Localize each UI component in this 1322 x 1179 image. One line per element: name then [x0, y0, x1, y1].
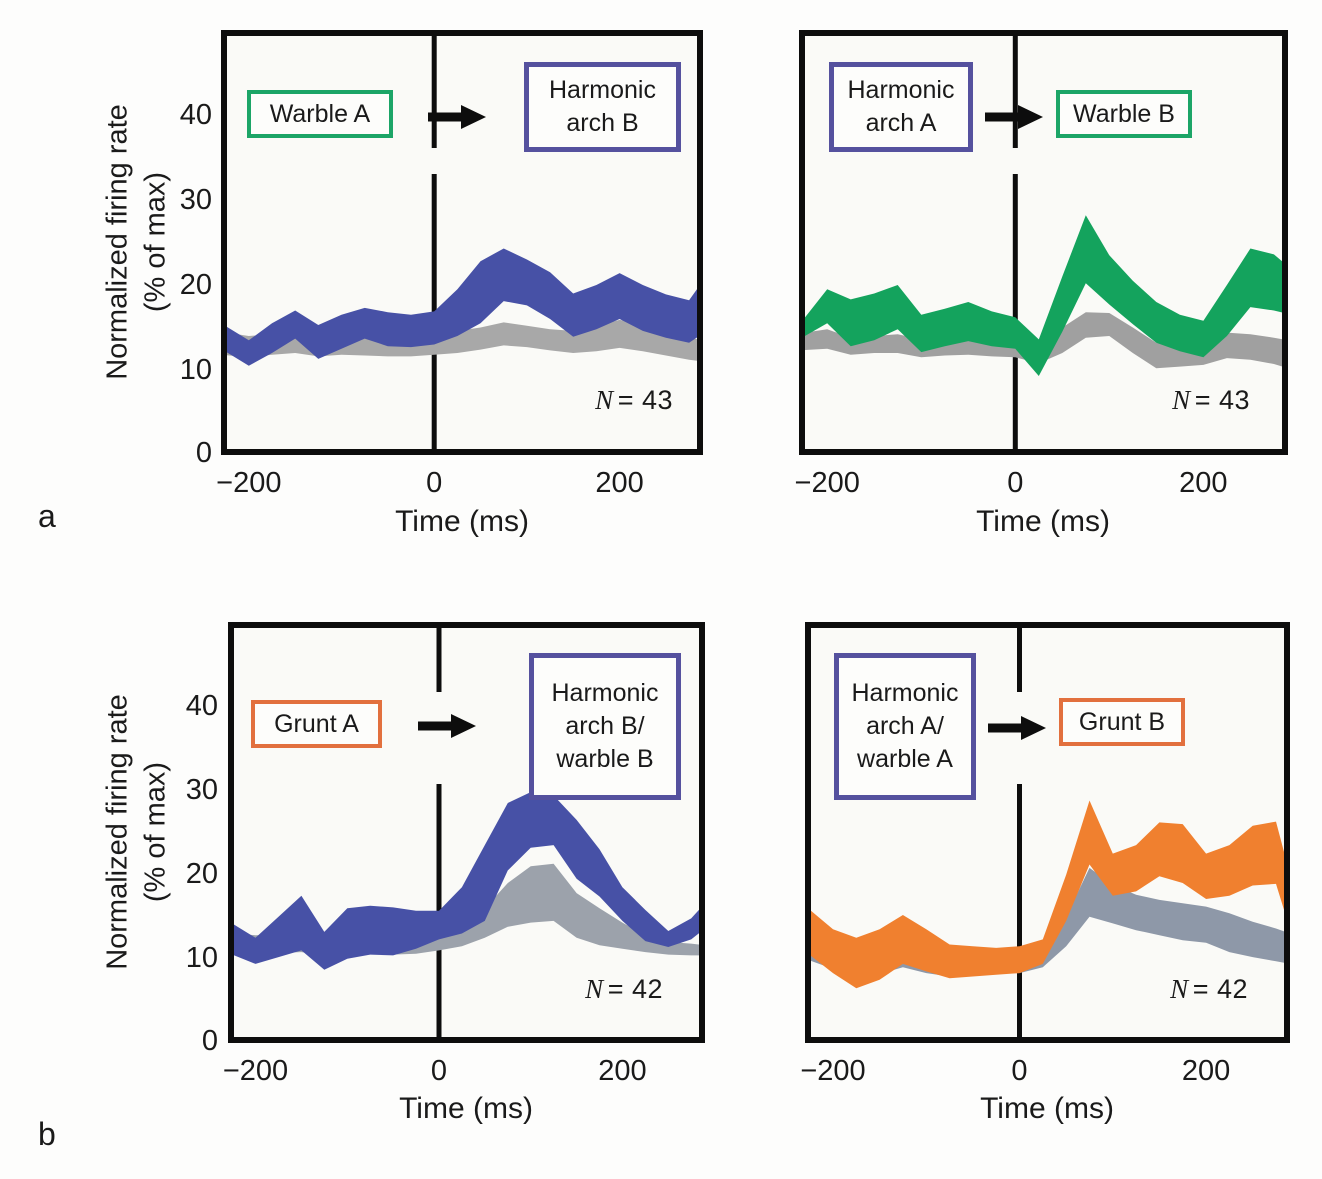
y-tick-0: 0	[195, 437, 212, 469]
box-label-line: Warble B	[1073, 99, 1175, 128]
n-value: = 43	[1194, 385, 1250, 415]
plot-frame	[805, 622, 1290, 1043]
y-axis-title-row-a: Normalized firing rate (% of max)	[99, 104, 174, 380]
plot-frame	[799, 30, 1288, 455]
cue-box-harmonic-arch-a-warble-a: Harmonic arch A/warble A	[834, 653, 976, 800]
x-tick-0: 0	[426, 467, 443, 499]
chart-b-right	[805, 622, 1290, 1043]
x-tick-200: 200	[595, 467, 644, 499]
panel-b-left: Grunt A Harmonic arch B/warble B N = 42 −2…	[223, 622, 705, 1087]
y-tick-40: 40	[185, 690, 218, 722]
cue-box-harmonic-arch-a: Harmonic arch A	[829, 62, 973, 152]
y-tick-30: 30	[185, 774, 218, 806]
x-tick-neg200: −200	[794, 467, 860, 499]
cue-box-grunt-a: Grunt A	[251, 700, 382, 748]
box-label-line: Grunt B	[1078, 707, 1166, 736]
chart-b-left	[228, 622, 705, 1043]
target-box-grunt-b: Grunt B	[1059, 698, 1185, 746]
box-label-line: warble A	[857, 745, 953, 773]
x-tick-neg200: −200	[800, 1055, 866, 1087]
n-value: = 43	[617, 385, 673, 415]
x-axis-title-a-left: Time (ms)	[395, 505, 529, 538]
y-tick-20: 20	[185, 858, 218, 890]
y-axis-title-row-b: Normalized firing rate (% of max)	[99, 694, 174, 970]
target-box-warble-b: Warble B	[1056, 90, 1192, 138]
ribbon-bands	[799, 215, 1288, 376]
x-tick-neg200: −200	[216, 467, 282, 499]
n-count-label: N = 43	[595, 385, 673, 416]
plot-frame	[228, 622, 705, 1043]
y-tick-10: 10	[185, 942, 218, 974]
x-tick-200: 200	[1181, 1055, 1231, 1087]
x-tick-neg200: −200	[222, 1055, 289, 1087]
arrow-icon	[428, 105, 486, 129]
cue-box-warble-a: Warble A	[247, 90, 393, 138]
y-axis-title-line2: (% of max)	[139, 761, 171, 903]
x-tick-200: 200	[598, 1055, 647, 1087]
x-tick-0: 0	[1007, 467, 1024, 499]
n-value: = 42	[1192, 974, 1248, 1004]
box-label-line: Harmonic	[847, 76, 955, 104]
target-box-harmonic-arch-b: Harmonic arch B	[524, 62, 681, 152]
x-axis-title-b-right: Time (ms)	[980, 1092, 1114, 1125]
n-symbol: N	[1170, 974, 1189, 1004]
panel-letter-a: a	[38, 498, 56, 534]
plot-frame	[221, 30, 703, 455]
ribbon-bands	[228, 792, 705, 970]
box-label-line: Harmonic	[851, 679, 959, 707]
x-axis-title-a-right: Time (ms)	[976, 505, 1110, 538]
panel-b-right: Harmonic arch A/warble A Grunt B N = 42 −2…	[800, 622, 1290, 1087]
n-symbol: N	[595, 385, 614, 415]
panel-letter-b: b	[38, 1116, 56, 1152]
ribbon-bands	[221, 248, 703, 366]
box-label-line: Grunt A	[274, 709, 359, 738]
panel-a-right: Harmonic arch A Warble B N = 43 −200 0 200	[795, 30, 1288, 499]
n-count-label: N = 42	[585, 974, 663, 1005]
x-tick-0: 0	[1011, 1055, 1028, 1087]
x-axis-title-b-left: Time (ms)	[399, 1092, 533, 1125]
y-axis-title-line1: Normalized firing rate	[101, 104, 134, 380]
control-gray-band	[228, 863, 705, 956]
box-label-line: Warble A	[269, 99, 371, 128]
y-tick-20: 20	[179, 269, 212, 301]
n-symbol: N	[585, 974, 604, 1004]
chart-a-right	[799, 30, 1288, 455]
n-count-label: N = 43	[1172, 385, 1250, 416]
arrow-icon	[985, 105, 1043, 129]
x-tick-200: 200	[1179, 467, 1228, 499]
y-tick-30: 30	[179, 184, 212, 216]
n-symbol: N	[1172, 385, 1191, 415]
box-label-line: warble B	[556, 745, 654, 773]
n-count-label: N = 42	[1170, 974, 1248, 1005]
y-tick-10: 10	[179, 354, 212, 386]
box-label-line: Harmonic	[549, 76, 656, 104]
panel-a-left: Warble A Harmonic arch B N = 43 −200 0 200	[216, 30, 703, 499]
arrow-icon	[988, 716, 1046, 740]
target-box-harmonic-arch-b-warble-b: Harmonic arch B/warble B	[529, 653, 681, 800]
transition-blue-band	[228, 792, 705, 970]
y-axis-title-line1: Normalized firing rate	[101, 694, 134, 970]
y-tick-40: 40	[179, 99, 212, 131]
transition-blue-band	[221, 248, 703, 366]
box-label-line: arch A	[865, 109, 937, 137]
y-tick-0: 0	[201, 1025, 218, 1057]
arrow-icon	[418, 714, 476, 738]
y-axis-title-line2: (% of max)	[139, 171, 171, 313]
box-label-line: Harmonic	[551, 679, 659, 707]
box-label-line: arch B	[566, 109, 639, 137]
box-label-line: arch B/	[565, 712, 645, 740]
box-label-line: arch A/	[866, 712, 944, 740]
n-value: = 42	[607, 974, 663, 1004]
x-tick-0: 0	[430, 1055, 448, 1087]
transition-orange-band	[805, 800, 1290, 989]
transition-green-band	[799, 215, 1288, 376]
chart-a-left	[221, 30, 703, 455]
ribbon-bands	[805, 800, 1290, 989]
